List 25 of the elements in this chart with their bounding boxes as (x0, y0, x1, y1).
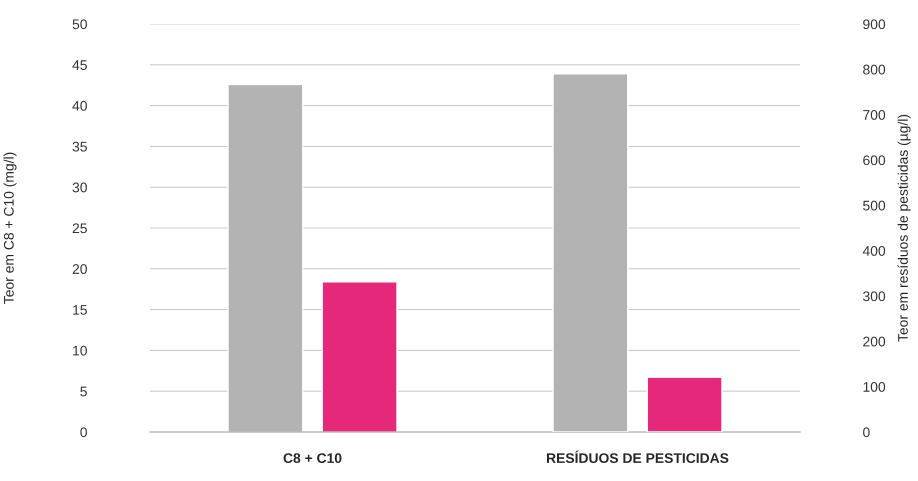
y-tick-label: 35 (72, 142, 87, 152)
y-tick-label: 50 (72, 19, 87, 30)
x-tick-label: C8 + C10 (284, 453, 342, 464)
y2-tick-label: 900 (863, 19, 886, 30)
x-tick-label: RESÍDUOS DE PESTICIDAS (546, 450, 728, 464)
y2-tick-label: 100 (864, 382, 886, 392)
y2-tick-label: 600 (863, 155, 886, 166)
y-tick-label: 20 (72, 264, 87, 274)
y2-tick-label: 0 (863, 427, 870, 438)
y-tick-label: 0 (80, 427, 87, 438)
y2-tick-label: 400 (862, 246, 886, 256)
y-tick-label: 45 (72, 60, 87, 70)
y2-axis-title: Teor em resíduos de pesticidas (µg/l) (898, 114, 911, 342)
y-tick-label: 5 (80, 386, 87, 396)
y2-tick-label: 300 (863, 291, 886, 302)
y2-tick-label: 700 (863, 110, 886, 120)
y2-tick-label: 200 (863, 336, 886, 347)
y-tick-label: 10 (73, 346, 87, 356)
y-axis-title: Teor em C8 + C10 (mg/l) (4, 152, 16, 304)
y-tick-label: 30 (72, 182, 87, 192)
y2-tick-label: 800 (863, 64, 886, 75)
y2-tick-label: 500 (863, 200, 886, 211)
y-tick-label: 25 (72, 223, 87, 234)
y-tick-label: 15 (73, 305, 87, 315)
y-tick-label: 40 (72, 100, 87, 111)
